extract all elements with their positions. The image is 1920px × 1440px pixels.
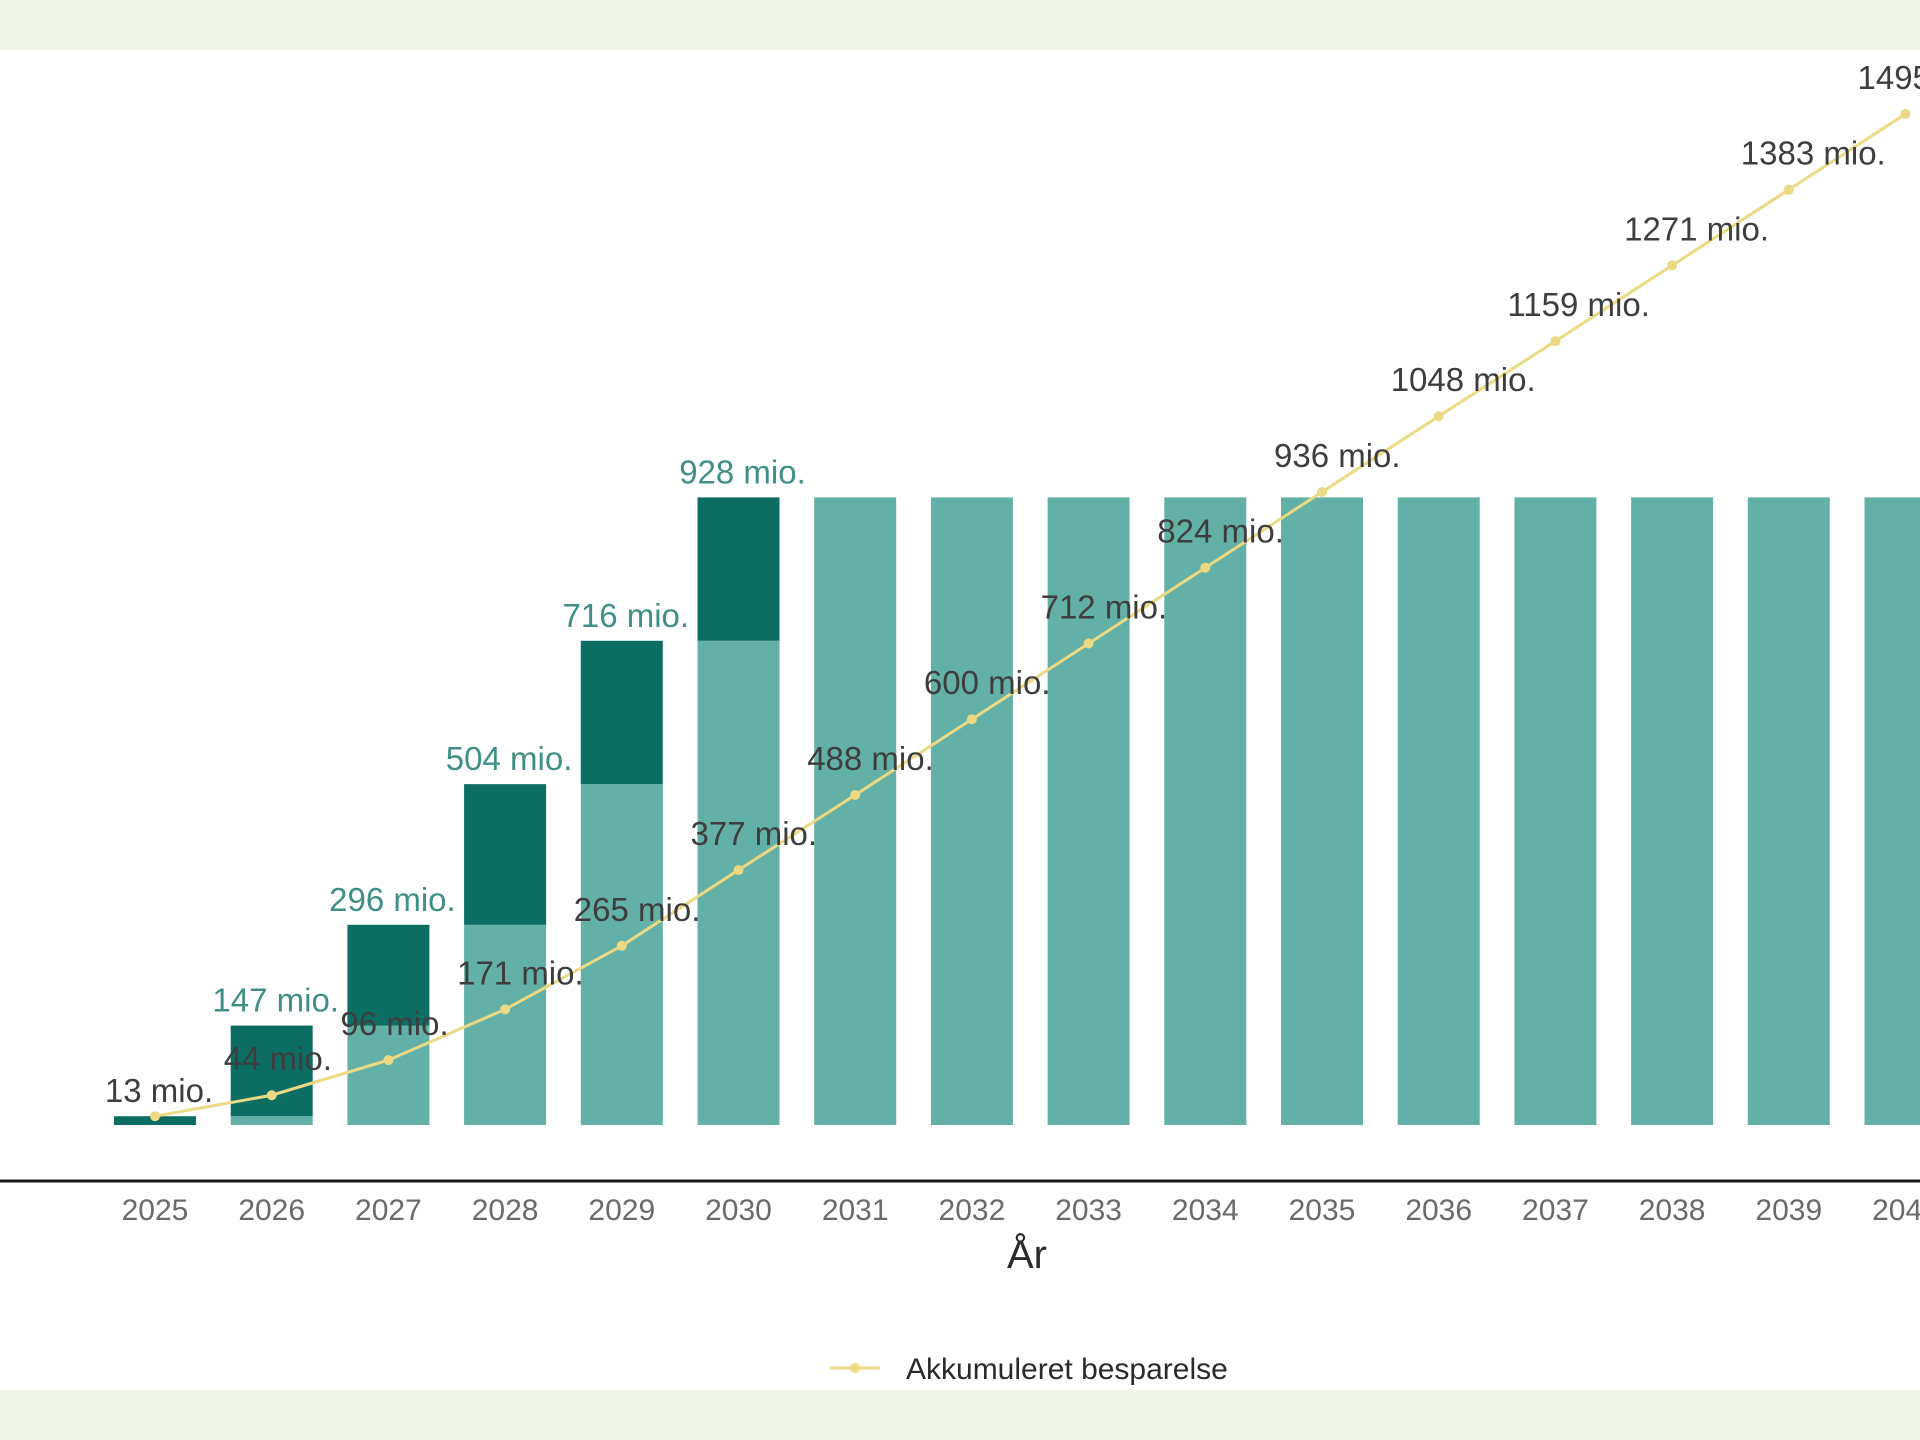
cumulative-label-2039: 1383 mio. (1741, 135, 1886, 172)
cumulative-label-2038: 1271 mio. (1624, 210, 1769, 247)
x-tick-label-2038: 2038 (1639, 1194, 1706, 1227)
x-tick-label-2028: 2028 (472, 1194, 539, 1227)
x-tick-label-2027: 2027 (355, 1194, 422, 1227)
bar-increment-2030 (697, 497, 780, 641)
bars-layer (114, 497, 1920, 1126)
x-axis-title: År (1007, 1232, 1047, 1277)
cumulative-point-2028 (500, 1004, 511, 1015)
x-tick-label-2040: 2040 (1872, 1194, 1920, 1227)
bar-base-2031 (814, 497, 897, 1126)
bar-total-label-2029: 716 mio. (563, 597, 690, 634)
x-tick-label-2036: 2036 (1405, 1194, 1472, 1227)
bar-increment-2029 (580, 640, 663, 785)
x-tick-label-2032: 2032 (939, 1194, 1006, 1227)
bar-base-2039 (1747, 497, 1830, 1126)
cumulative-point-2035 (1317, 486, 1327, 497)
cumulative-label-2030: 377 mio. (691, 815, 818, 852)
bar-base-2028 (464, 924, 547, 1125)
x-tick-label-2030: 2030 (705, 1194, 772, 1227)
x-tick-label-2037: 2037 (1522, 1194, 1589, 1227)
cumulative-point-2030 (733, 865, 744, 876)
legend-point-swatch (850, 1363, 860, 1373)
bar-total-label-2030: 928 mio. (679, 453, 806, 490)
cumulative-point-2039 (1783, 184, 1794, 195)
x-tick-label-2031: 2031 (822, 1194, 889, 1227)
cumulative-label-2028: 171 mio. (457, 954, 584, 991)
chart: 13 mio. 147 mio. 296 mio. 504 mio. 716 mio. 9… (0, 59, 1920, 1386)
bar-total-label-2025: 13 mio. (105, 1072, 213, 1109)
cumulative-point-2031 (850, 789, 861, 800)
bar-increment-2027 (347, 924, 430, 1026)
cumulative-point-2025 (150, 1111, 160, 1122)
bar-base-2029 (580, 784, 663, 1125)
x-tick-label-2025: 2025 (122, 1194, 189, 1227)
cumulative-label-2026: 44 mio. (224, 1040, 332, 1077)
bar-total-label-2028: 504 mio. (446, 740, 573, 777)
labels-layer: 13 mio. 147 mio. 296 mio. 504 mio. 716 mio. 9… (105, 59, 1920, 1109)
bar-total-label-2027: 296 mio. (329, 881, 456, 918)
cumulative-label-2040: 1495 mio. (1858, 59, 1920, 96)
cumulative-line (154, 112, 1907, 1118)
cumulative-point-2040 (1900, 108, 1911, 119)
cumulative-point-2027 (383, 1055, 394, 1066)
cumulative-label-2033: 712 mio. (1041, 588, 1168, 625)
x-tick-label-2035: 2035 (1289, 1194, 1356, 1227)
x-tick-labels: 2025 2026 2027 2028 2029 2030 2031 2032 2033 2034… (122, 1194, 1920, 1227)
cumulative-point-2037 (1550, 336, 1561, 347)
legend: Akkumuleret besparelse (830, 1353, 1228, 1386)
x-tick-label-2029: 2029 (588, 1194, 655, 1227)
cumulative-label-2037: 1159 mio. (1507, 286, 1649, 323)
bar-base-2036 (1397, 497, 1480, 1126)
x-tick-label-2039: 2039 (1755, 1194, 1822, 1227)
bar-base-2034 (1164, 497, 1247, 1126)
bar-total-label-2026: 147 mio. (212, 982, 339, 1019)
cumulative-label-2031: 488 mio. (807, 740, 934, 777)
cumulative-point-2036 (1433, 411, 1444, 422)
cumulative-label-2035: 936 mio. (1274, 437, 1401, 474)
x-tick-label-2026: 2026 (238, 1194, 305, 1227)
bar-base-2032 (930, 497, 1013, 1126)
cumulative-label-2034: 824 mio. (1157, 513, 1284, 550)
bar-base-2027 (347, 1025, 430, 1125)
cumulative-label-2029: 265 mio. (574, 891, 701, 928)
chart-frame: 13 mio. 147 mio. 296 mio. 504 mio. 716 mio. 9… (0, 50, 1920, 1390)
x-tick-label-2034: 2034 (1172, 1194, 1239, 1227)
cumulative-point-2038 (1667, 260, 1678, 271)
bar-base-2038 (1631, 497, 1714, 1126)
bar-base-2033 (1047, 497, 1130, 1126)
cumulative-label-2027: 96 mio. (340, 1005, 448, 1042)
bar-base-2037 (1514, 497, 1597, 1126)
bar-base-2026 (230, 1116, 313, 1125)
cumulative-point-2034 (1200, 562, 1211, 573)
cumulative-label-2032: 600 mio. (924, 664, 1051, 701)
cumulative-point-2032 (966, 714, 977, 725)
bar-base-2030 (697, 640, 780, 1125)
cumulative-point-2029 (616, 940, 627, 951)
line-layer (150, 108, 1911, 1122)
legend-label: Akkumuleret besparelse (906, 1353, 1228, 1386)
bar-increment-2028 (464, 784, 547, 925)
cumulative-point-2033 (1083, 638, 1094, 649)
bar-base-2040 (1864, 497, 1920, 1126)
cumulative-point-2026 (266, 1090, 277, 1101)
bar-base-2035 (1281, 497, 1363, 1126)
x-tick-label-2033: 2033 (1055, 1194, 1122, 1227)
cumulative-label-2036: 1048 mio. (1391, 361, 1536, 398)
